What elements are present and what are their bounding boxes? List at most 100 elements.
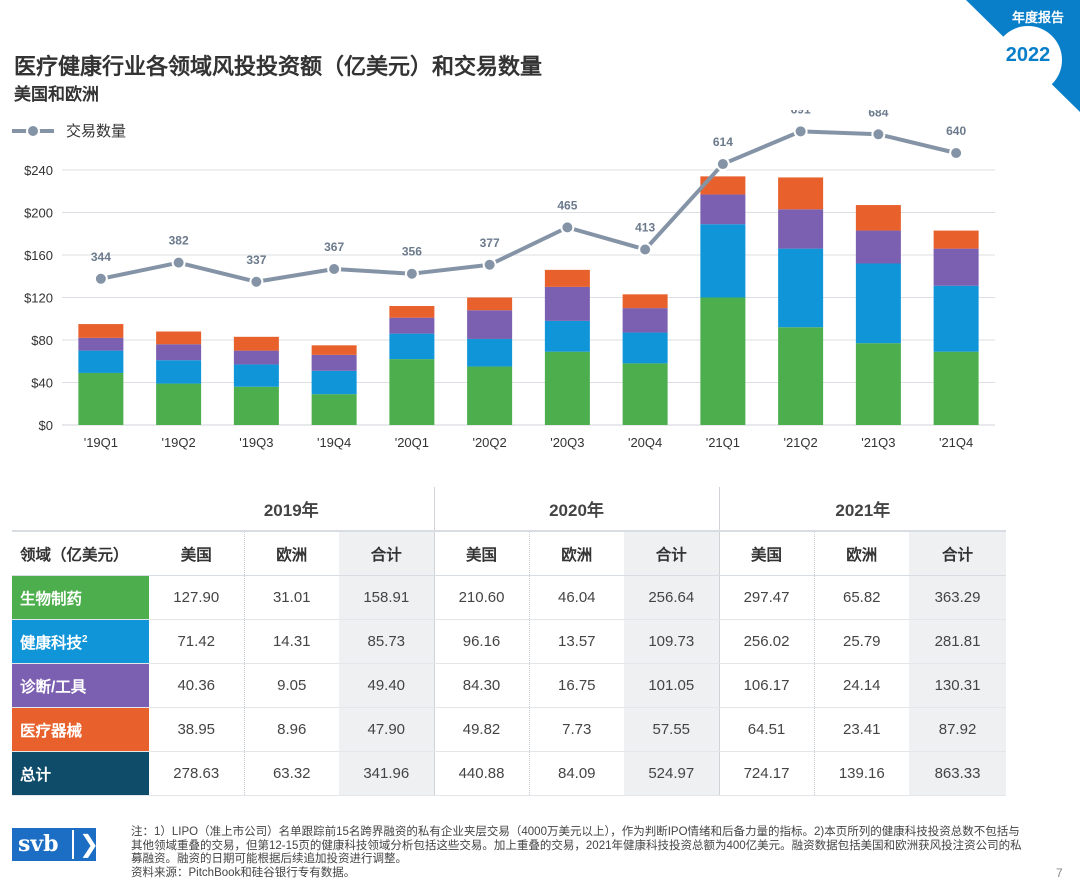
deals-point [638, 242, 653, 257]
x-tick-label: '19Q1 [84, 435, 118, 450]
bar-segment [156, 344, 202, 361]
deals-point [793, 124, 808, 139]
table-cell: 57.55 [624, 707, 720, 752]
bar-segment [544, 351, 590, 425]
table-cell: 297.47 [718, 575, 815, 620]
table-cell: 139.16 [813, 751, 910, 796]
deals-data-label: 640 [946, 124, 966, 138]
x-tick-label: '20Q3 [550, 435, 584, 450]
table-header-col: 美国 [433, 531, 530, 576]
table-cell: 24.14 [813, 663, 910, 708]
table-cell: 363.29 [909, 575, 1007, 620]
bar-segment [855, 205, 901, 231]
x-tick-label: '19Q2 [161, 435, 195, 450]
table-cell: 256.02 [718, 619, 815, 664]
row-label-text: 健康科技 [20, 634, 83, 652]
table-cell: 341.96 [339, 751, 435, 796]
x-tick-label: '20Q1 [395, 435, 429, 450]
page-subtitle: 美国和欧洲 [14, 85, 99, 104]
deals-point [249, 274, 264, 289]
deals-data-label: 465 [557, 198, 577, 212]
bar-segment [389, 359, 435, 425]
bar-segment [233, 336, 279, 351]
table-cell: 85.73 [339, 619, 435, 664]
logo-text: svb [18, 831, 59, 857]
table-cell: 63.32 [243, 751, 339, 796]
table-cell: 524.97 [624, 751, 720, 796]
table-header-col: 美国 [718, 531, 815, 576]
table-cell: 278.63 [149, 751, 244, 796]
bar-segment [544, 269, 590, 287]
table-header-col: 欧洲 [813, 531, 910, 576]
table-cell: 8.96 [243, 707, 339, 752]
table-cell: 16.75 [528, 663, 625, 708]
bar-segment [467, 366, 513, 425]
bar-segment [855, 230, 901, 264]
table-header-col: 美国 [149, 531, 244, 576]
table-header-col: 合计 [909, 531, 1007, 576]
deals-data-label: 367 [324, 240, 344, 254]
footnote-marker: 2 [82, 633, 88, 645]
y-tick-label: $0 [39, 418, 53, 433]
table-cell: 84.09 [528, 751, 625, 796]
deals-point [404, 266, 419, 281]
year-header-2021: 2021年 [718, 487, 1007, 532]
bar-segment [855, 263, 901, 344]
table-cell: 106.17 [718, 663, 815, 708]
table-cell: 23.41 [813, 707, 910, 752]
deals-data-label: 684 [868, 110, 888, 119]
x-tick-label: '20Q4 [628, 435, 662, 450]
bar-segment [156, 331, 202, 345]
bar-segment [700, 176, 746, 195]
deals-point [327, 262, 342, 277]
x-tick-label: '19Q3 [239, 435, 273, 450]
row-label: 医疗器械 [12, 707, 149, 752]
table-cell: 158.91 [339, 575, 435, 620]
table-cell: 101.05 [624, 663, 720, 708]
deals-point [871, 127, 886, 142]
y-tick-label: $120 [24, 291, 53, 306]
deals-point [93, 271, 108, 286]
y-tick-label: $80 [31, 333, 53, 348]
row-label-text: 总计 [20, 766, 52, 784]
table-cell: 256.64 [624, 575, 720, 620]
bar-segment [700, 297, 746, 425]
bar-segment [778, 327, 824, 425]
bar-segment [389, 333, 435, 360]
bar-segment [622, 308, 668, 333]
table-cell: 281.81 [909, 619, 1007, 664]
deals-point [560, 220, 575, 235]
bar-segment [78, 372, 124, 425]
table-cell: 440.88 [433, 751, 530, 796]
row-label-text: 医疗器械 [20, 722, 83, 740]
bar-segment [544, 320, 590, 352]
deals-data-label: 344 [91, 250, 111, 264]
bar-segment [933, 285, 979, 352]
legend-marker [26, 124, 40, 138]
footnotes: 注：1）LIPO（准上市公司）名单跟踪前15名跨界融资的私有企业夹层交易（400… [131, 826, 1031, 880]
year-badge: 2022 [1005, 44, 1051, 66]
y-tick-label: $160 [24, 248, 53, 263]
table-header-col: 欧洲 [243, 531, 339, 576]
report-label: 年度报告 [1011, 10, 1064, 25]
row-label: 健康科技2 [12, 619, 149, 664]
bar-segment [233, 350, 279, 365]
legend-label: 交易数量 [66, 122, 126, 140]
y-tick-label: $40 [31, 376, 53, 391]
bar-segment [933, 248, 979, 286]
bar-segment [156, 383, 202, 425]
table-cell: 9.05 [243, 663, 339, 708]
bar-segment [311, 394, 357, 425]
table-header-col: 合计 [624, 531, 720, 576]
bar-segment [778, 177, 824, 210]
table-cell: 96.16 [433, 619, 530, 664]
footnote-text: 注：1）LIPO（准上市公司）名单跟踪前15名跨界融资的私有企业夹层交易（400… [131, 826, 1022, 865]
bar-segment [778, 248, 824, 328]
row-label: 诊断/工具 [12, 663, 149, 708]
deals-point [715, 157, 730, 172]
table-cell: 65.82 [813, 575, 910, 620]
table-header-col: 欧洲 [528, 531, 625, 576]
table-row: 总计 278.63 63.32 341.96 440.88 84.09 524.97 724.… [12, 751, 1007, 796]
chevron-right-icon: ❯ [72, 830, 99, 859]
year-header-2020: 2020年 [433, 487, 720, 532]
